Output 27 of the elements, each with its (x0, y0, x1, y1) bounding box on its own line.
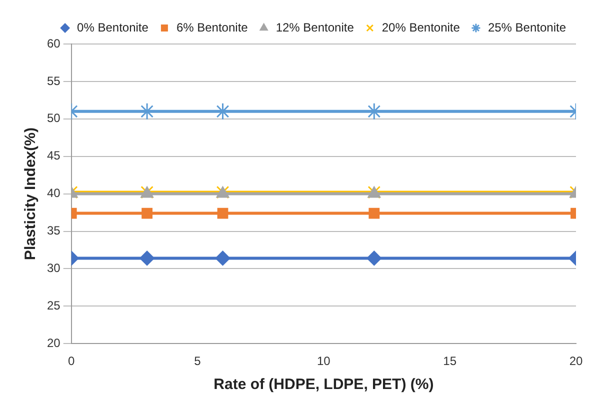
x-tick-label: 10 (316, 354, 331, 368)
point (368, 208, 380, 219)
y-tick-label: 25 (46, 298, 61, 312)
legend-label: 0% Bentonite (77, 20, 149, 34)
y-tick-label: 55 (46, 74, 61, 88)
y-axis-title: Plasticity Index(%) (22, 128, 40, 260)
x-tick-label: 15 (443, 354, 457, 368)
y-tick-label: 30 (46, 261, 61, 276)
point (217, 208, 228, 219)
x-axis-title: Rate of (HDPE, LDPE, PET) (%) (214, 376, 434, 394)
point (366, 250, 382, 266)
x-tick-label: 20 (569, 354, 583, 368)
point (142, 208, 152, 219)
legend-label: 12% Bentonite (276, 20, 354, 34)
point (140, 250, 155, 266)
legend-label: 25% Bentonite (488, 20, 566, 34)
point (215, 250, 230, 266)
x-tick-label: 0 (68, 354, 76, 368)
y-tick-label: 35 (46, 224, 61, 238)
y-tick-label: 45 (46, 148, 61, 163)
y-tick-label: 20 (46, 336, 61, 350)
legend-label: 6% Bentonite (176, 20, 248, 34)
y-tick-label: 40 (46, 186, 61, 200)
y-tick-label: 60 (46, 36, 61, 50)
y-tick-label: 50 (46, 111, 61, 126)
x-tick-label: 5 (194, 354, 202, 368)
legend-label: 20% Bentonite (382, 20, 460, 34)
